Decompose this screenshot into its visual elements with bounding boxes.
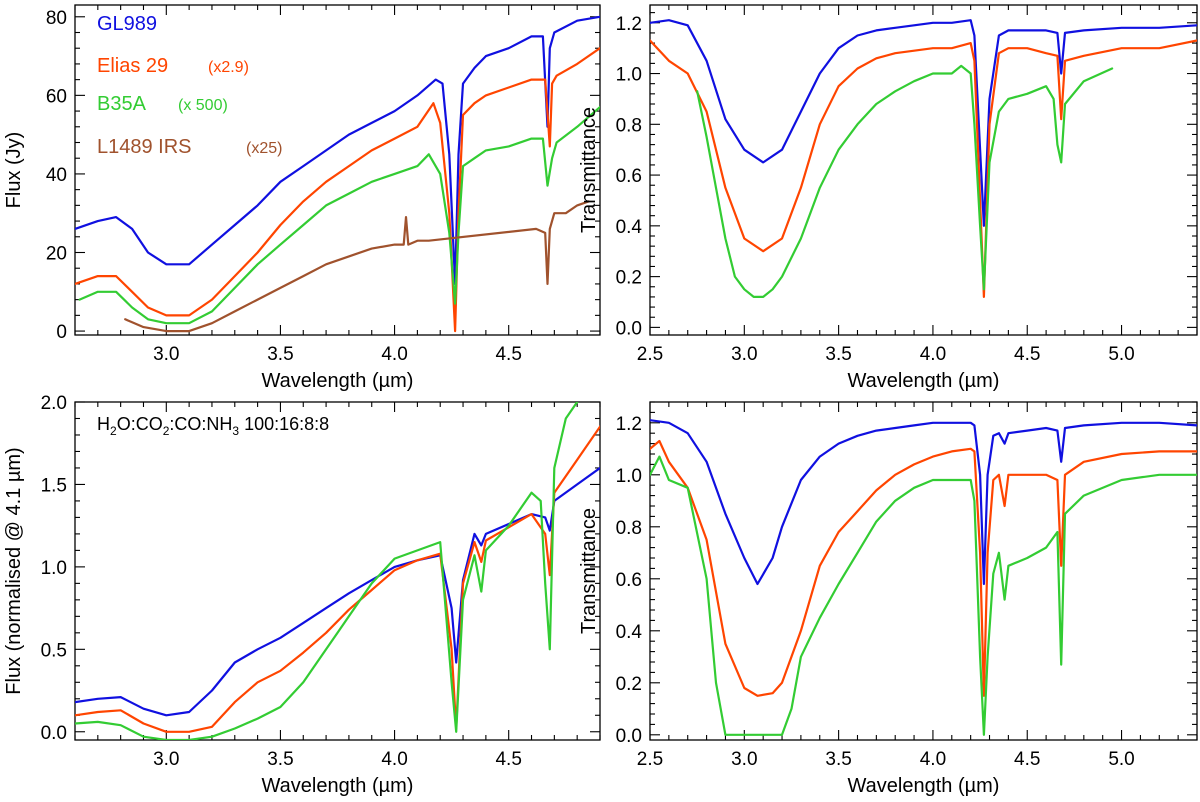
series-line-elias-29 — [650, 439, 1197, 697]
plot-frame — [74, 4, 601, 336]
series-line-b35a — [78, 105, 600, 325]
y-tick-label: 80 — [46, 8, 67, 29]
chart-panel-p4: 2.5 3.0 3.5 4.0 4.5 5.0 0.0 0.2 0.4 0.6 0.8 1.0 1.2 W… — [578, 401, 1198, 797]
x-tick-label: 3.0 — [731, 344, 757, 365]
y-tick-label: 20 — [46, 244, 67, 265]
legend-scale-factor: (x25) — [246, 140, 282, 157]
plot-frame — [74, 401, 601, 741]
x-tick-label: 4.5 — [495, 344, 521, 365]
y-tick-label: 0.0 — [616, 726, 642, 747]
y-tick-label: 60 — [46, 86, 67, 107]
y-tick-label: 0.5 — [41, 640, 67, 661]
plot-frame — [649, 401, 1198, 741]
x-tick-label: 3.5 — [267, 749, 293, 770]
x-tick-label: 4.5 — [495, 749, 521, 770]
chart-panel-p3: 3.0 3.5 4.0 4.5 0.0 0.5 1.0 1.5 2.0 Wavelength (µ… — [3, 393, 601, 797]
y-tick-label: 0.4 — [616, 622, 643, 643]
series-line-b35a — [75, 402, 579, 740]
y-tick-label: 0 — [56, 322, 67, 343]
legend-scale-factor: (x2.9) — [208, 59, 249, 76]
y-tick-label: 0.6 — [616, 570, 642, 591]
y-tick-label: 1.0 — [41, 558, 67, 579]
x-tick-label: 2.5 — [637, 344, 663, 365]
plot-frame — [649, 4, 1198, 336]
series-line-gl989 — [650, 419, 1197, 586]
legend-label: B35A — [97, 93, 147, 115]
x-tick-label: 4.0 — [381, 749, 407, 770]
x-axis-label: Wavelength (µm) — [848, 775, 1000, 797]
x-tick-label: 3.5 — [825, 749, 851, 770]
x-tick-label: 3.0 — [153, 749, 179, 770]
series-line-b35a — [696, 64, 1114, 298]
x-tick-label: 4.5 — [1014, 344, 1040, 365]
series-line-elias-29 — [650, 39, 1197, 298]
y-tick-label: 40 — [46, 165, 67, 186]
series-line-gl989 — [75, 15, 600, 285]
y-tick-label: 0.6 — [616, 166, 642, 187]
x-tick-label: 4.0 — [920, 344, 946, 365]
x-tick-label: 3.5 — [825, 344, 851, 365]
x-axis-label: Wavelength (µm) — [848, 370, 1000, 392]
x-axis-label: Wavelength (µm) — [262, 370, 414, 392]
x-tick-label: 3.5 — [267, 344, 293, 365]
y-tick-label: 1.5 — [41, 475, 67, 496]
series-group — [650, 19, 1197, 298]
legend-label: L1489 IRS — [97, 136, 192, 158]
series-line-gl989 — [75, 466, 600, 717]
y-tick-label: 0.8 — [616, 115, 642, 136]
x-axis-label: Wavelength (µm) — [262, 775, 414, 797]
y-tick-label: 0.0 — [616, 318, 642, 339]
y-tick-label: 1.0 — [616, 466, 642, 487]
series-line-elias-29 — [75, 425, 600, 733]
y-axis-label: Flux (normalised @ 4.1 µm) — [3, 447, 25, 694]
x-tick-label: 2.5 — [637, 749, 663, 770]
x-tick-label: 3.0 — [153, 344, 179, 365]
y-tick-label: 1.2 — [616, 414, 642, 435]
x-tick-label: 4.5 — [1014, 749, 1040, 770]
series-group — [75, 15, 600, 333]
y-tick-label: 0.4 — [616, 217, 643, 238]
series-line-l1489-irs — [124, 200, 590, 333]
x-tick-label: 4.0 — [381, 344, 407, 365]
y-tick-label: 1.0 — [616, 65, 642, 86]
legend-label: GL989 — [97, 13, 157, 35]
legend-label: Elias 29 — [97, 55, 168, 77]
y-axis-label: Transmittance — [578, 107, 600, 233]
y-tick-label: 2.0 — [41, 393, 67, 414]
x-tick-label: 5.0 — [1108, 749, 1134, 770]
series-group — [650, 419, 1197, 736]
series-group — [75, 402, 600, 740]
y-tick-label: 1.2 — [616, 14, 642, 35]
y-axis-label: Transmittance — [578, 508, 600, 634]
series-line-elias-29 — [75, 47, 600, 333]
y-tick-label: 0.2 — [616, 674, 642, 695]
mixture-annotation: H2O:CO2:CO:NH3 100:16:8:8 — [97, 414, 329, 438]
x-tick-label: 3.0 — [731, 749, 757, 770]
x-tick-label: 5.0 — [1108, 344, 1134, 365]
x-tick-label: 4.0 — [920, 749, 946, 770]
y-tick-label: 0.2 — [616, 268, 642, 289]
legend-scale-factor: (x 500) — [178, 97, 228, 114]
chart-panel-p1: 3.0 3.5 4.0 4.5 0 20 40 60 80 Wavelength (µm) Flux… — [3, 4, 601, 392]
y-tick-label: 0.8 — [616, 518, 642, 539]
y-axis-label: Flux (Jy) — [3, 132, 25, 209]
chart-panel-p2: 2.5 3.0 3.5 4.0 4.5 5.0 0.0 0.2 0.4 0.6 0.8 1.0 1.2 W… — [578, 4, 1198, 392]
y-tick-label: 0.0 — [41, 723, 67, 744]
series-line-b35a — [650, 455, 1197, 736]
series-line-gl989 — [650, 19, 1197, 227]
